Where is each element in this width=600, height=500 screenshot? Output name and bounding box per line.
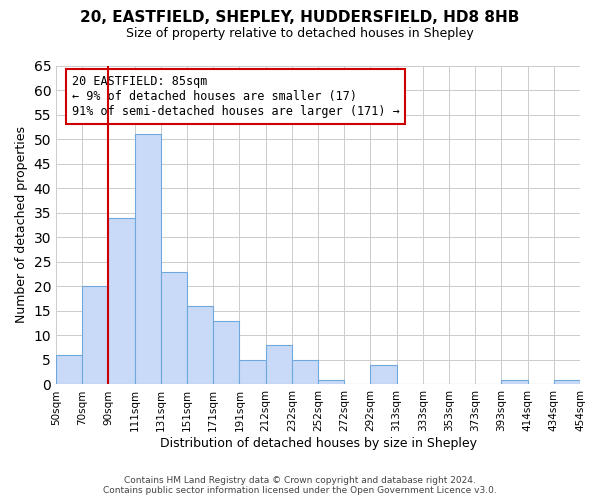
- Text: 20 EASTFIELD: 85sqm
← 9% of detached houses are smaller (17)
91% of semi-detache: 20 EASTFIELD: 85sqm ← 9% of detached hou…: [72, 75, 400, 118]
- Bar: [318, 380, 344, 384]
- Bar: [82, 286, 109, 384]
- Bar: [187, 306, 213, 384]
- Text: Contains HM Land Registry data © Crown copyright and database right 2024.
Contai: Contains HM Land Registry data © Crown c…: [103, 476, 497, 495]
- Text: Size of property relative to detached houses in Shepley: Size of property relative to detached ho…: [126, 28, 474, 40]
- Bar: [109, 218, 134, 384]
- Bar: [292, 360, 318, 384]
- Text: 20, EASTFIELD, SHEPLEY, HUDDERSFIELD, HD8 8HB: 20, EASTFIELD, SHEPLEY, HUDDERSFIELD, HD…: [80, 10, 520, 25]
- Bar: [370, 365, 397, 384]
- Bar: [502, 380, 527, 384]
- X-axis label: Distribution of detached houses by size in Shepley: Distribution of detached houses by size …: [160, 437, 476, 450]
- Bar: [239, 360, 266, 384]
- Bar: [56, 355, 82, 384]
- Bar: [161, 272, 187, 384]
- Bar: [213, 320, 239, 384]
- Y-axis label: Number of detached properties: Number of detached properties: [15, 126, 28, 324]
- Bar: [554, 380, 580, 384]
- Bar: [134, 134, 161, 384]
- Bar: [266, 345, 292, 385]
